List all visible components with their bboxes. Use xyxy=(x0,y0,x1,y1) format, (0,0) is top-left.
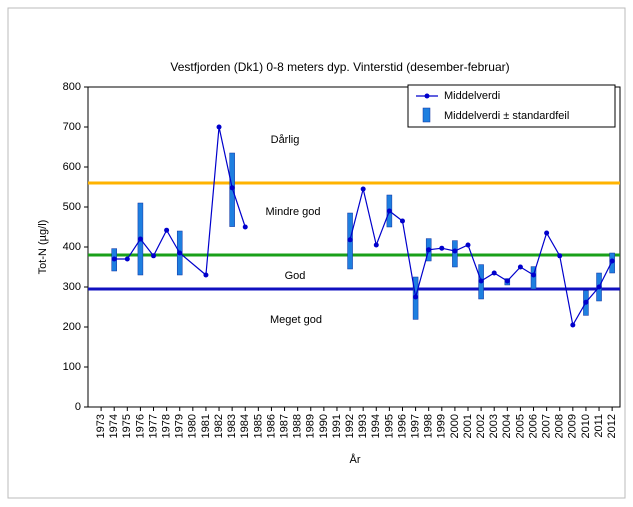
legend-label: Middelverdi ± standardfeil xyxy=(444,110,569,122)
data-point xyxy=(491,270,497,276)
y-tick-label: 700 xyxy=(63,121,81,133)
x-tick-label: 1978 xyxy=(161,414,173,438)
x-tick-label: 2003 xyxy=(488,414,500,438)
data-point xyxy=(111,256,117,262)
x-tick-label: 1992 xyxy=(344,414,356,438)
x-tick-label: 1998 xyxy=(423,414,435,438)
series-line xyxy=(114,126,613,327)
frame xyxy=(7,7,626,499)
error-bar xyxy=(452,240,458,268)
data-point xyxy=(124,256,130,262)
x-tick-label: 1980 xyxy=(187,414,199,438)
annotation: Mindre god xyxy=(265,206,320,218)
x-tick-label: 1988 xyxy=(292,414,304,438)
data-point xyxy=(465,242,471,248)
x-tick-label: 1973 xyxy=(95,414,107,438)
data-point xyxy=(609,258,615,264)
x-tick-label: 2008 xyxy=(554,414,566,438)
x-tick-label: 1994 xyxy=(370,414,382,438)
x-tick-label: 2011 xyxy=(593,414,605,438)
x-tick-label: 2009 xyxy=(567,414,579,438)
x-tick-label: 1975 xyxy=(121,414,133,438)
data-point xyxy=(164,227,170,233)
x-tick-label: 2006 xyxy=(527,414,539,438)
annotation: Meget god xyxy=(270,314,322,326)
data-point xyxy=(544,230,550,236)
data-point xyxy=(216,124,222,130)
x-tick-label: 1989 xyxy=(305,414,317,438)
x-tick-label: 2007 xyxy=(541,414,553,438)
legend-marker xyxy=(424,93,430,99)
data-point xyxy=(596,284,602,290)
x-tick-label: 1977 xyxy=(147,414,159,438)
data-point xyxy=(347,237,353,243)
x-tick-label: 2005 xyxy=(514,414,526,438)
data-point xyxy=(399,218,405,224)
data-point xyxy=(504,278,510,284)
data-point xyxy=(229,185,235,191)
data-point xyxy=(177,250,183,256)
x-tick-label: 1984 xyxy=(239,414,251,438)
data-point xyxy=(517,264,523,270)
data-point xyxy=(478,278,484,284)
x-tick-label: 1999 xyxy=(436,414,448,438)
x-tick-label: 2004 xyxy=(501,414,513,438)
data-point xyxy=(439,245,445,251)
data-point xyxy=(413,294,419,300)
legend xyxy=(407,84,616,128)
data-point xyxy=(137,236,143,242)
x-axis-label: År xyxy=(350,453,361,466)
data-point xyxy=(570,322,576,328)
y-tick-label: 0 xyxy=(75,401,81,413)
x-tick-label: 1983 xyxy=(226,414,238,438)
x-tick-label: 1987 xyxy=(278,414,290,438)
plot-area xyxy=(87,86,621,408)
error-bar xyxy=(530,266,537,290)
x-tick-label: 2002 xyxy=(475,414,487,438)
x-tick-label: 1997 xyxy=(409,414,421,438)
x-tick-label: 2000 xyxy=(449,414,461,438)
x-tick-label: 1995 xyxy=(383,414,395,438)
x-tick-label: 1982 xyxy=(213,414,225,438)
y-tick-label: 100 xyxy=(63,361,81,373)
y-tick-label: 400 xyxy=(63,241,81,253)
y-axis-label: Tot-N (µg/l) xyxy=(37,220,49,275)
x-tick-label: 1996 xyxy=(396,414,408,438)
x-tick-label: 1981 xyxy=(200,414,212,438)
y-tick-label: 300 xyxy=(63,281,81,293)
x-tick-label: 1976 xyxy=(134,414,146,438)
data-point xyxy=(426,247,432,253)
x-tick-label: 2010 xyxy=(580,414,592,438)
data-point xyxy=(203,272,209,278)
annotation: Dårlig xyxy=(271,134,300,146)
data-point xyxy=(452,248,458,254)
y-tick-label: 800 xyxy=(63,81,81,93)
data-point xyxy=(531,272,537,278)
legend-label: Middelverdi xyxy=(444,90,500,102)
y-tick-label: 200 xyxy=(63,321,81,333)
legend-marker xyxy=(422,107,431,123)
x-tick-label: 1979 xyxy=(174,414,186,438)
x-tick-label: 1985 xyxy=(252,414,264,438)
x-tick-label: 1986 xyxy=(265,414,277,438)
x-tick-label: 1993 xyxy=(357,414,369,438)
data-point xyxy=(583,299,589,305)
data-point xyxy=(242,224,248,230)
chart-title: Vestfjorden (Dk1) 0-8 meters dyp. Vinter… xyxy=(170,60,509,74)
data-point xyxy=(386,208,392,214)
data-point xyxy=(373,242,379,248)
annotation: God xyxy=(285,270,306,282)
x-tick-label: 1990 xyxy=(318,414,330,438)
x-tick-label: 2001 xyxy=(462,414,474,438)
data-point xyxy=(360,186,366,192)
y-tick-label: 600 xyxy=(63,161,81,173)
x-tick-label: 1991 xyxy=(331,414,343,438)
data-point xyxy=(557,253,563,259)
x-tick-label: 2012 xyxy=(606,414,618,438)
x-tick-label: 1974 xyxy=(108,414,120,438)
data-point xyxy=(151,253,157,259)
y-tick-label: 500 xyxy=(63,201,81,213)
